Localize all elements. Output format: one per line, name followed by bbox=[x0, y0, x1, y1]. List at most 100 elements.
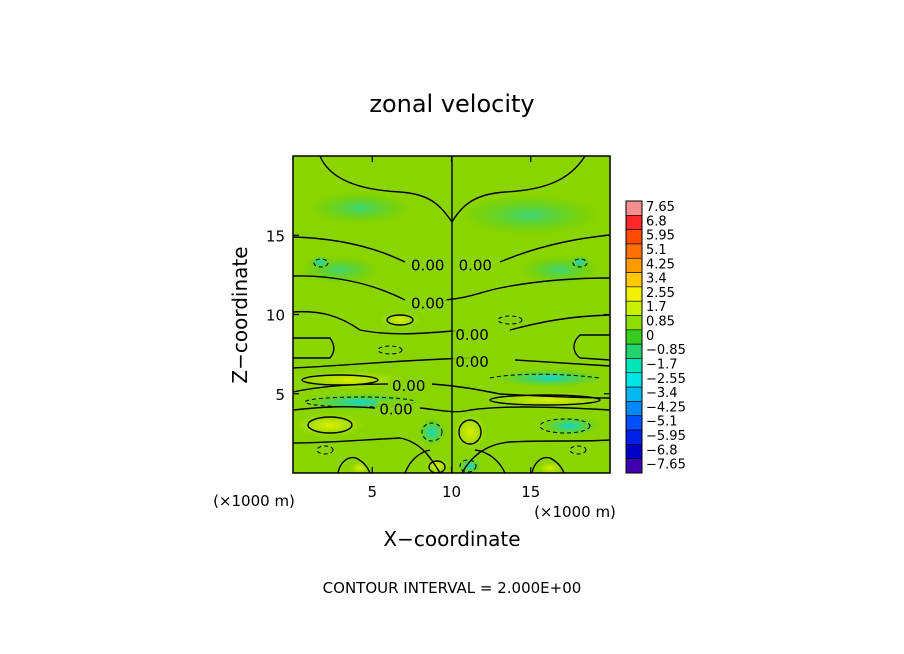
contour-level-label: 0.00 bbox=[455, 326, 488, 344]
colorbar-swatch bbox=[625, 286, 643, 302]
contour-line bbox=[404, 449, 506, 473]
contour-loop bbox=[428, 460, 446, 473]
contour-label-backdrop bbox=[456, 256, 495, 273]
x-unit-label-right: (×1000 m) bbox=[534, 503, 616, 521]
colorbar-swatch bbox=[625, 329, 643, 345]
colorbar-tick-label: −5.1 bbox=[646, 415, 678, 430]
y-tick-label: 10 bbox=[266, 307, 285, 325]
field-patch bbox=[460, 195, 600, 235]
field-patch bbox=[425, 458, 449, 473]
contour-loop bbox=[313, 258, 329, 268]
colorbar-swatch bbox=[625, 458, 643, 474]
colorbar-tick-label: −5.95 bbox=[646, 429, 686, 444]
contour-line bbox=[337, 456, 371, 473]
x-tick-label: 15 bbox=[521, 483, 540, 501]
contour-line bbox=[293, 383, 610, 399]
field-patch bbox=[310, 192, 410, 224]
contour-level-label: 0.00 bbox=[455, 353, 488, 371]
colorbar-tick-label: 5.1 bbox=[646, 243, 667, 258]
colorbar-swatch bbox=[625, 444, 643, 459]
contour-loop bbox=[421, 422, 443, 442]
colorbar-swatch bbox=[625, 343, 643, 359]
colorbar-swatch bbox=[625, 229, 643, 245]
y-tick-label: 5 bbox=[275, 386, 285, 404]
contour-line bbox=[293, 437, 441, 473]
y-tick-label: 15 bbox=[266, 227, 285, 245]
contour-line bbox=[293, 310, 610, 335]
contour-loop bbox=[301, 374, 379, 386]
contour-level-label: 0.00 bbox=[411, 294, 444, 312]
contour-loop bbox=[377, 345, 403, 355]
contour-line bbox=[489, 373, 601, 379]
colorbar-tick-label: −3.4 bbox=[646, 386, 678, 401]
field-patch bbox=[310, 256, 330, 268]
field-patch bbox=[570, 256, 590, 268]
colorbar-tick-label: −2.55 bbox=[646, 372, 686, 387]
contour-level-label: 0.00 bbox=[379, 401, 412, 419]
field-patch bbox=[495, 369, 605, 387]
x-tick-label: 10 bbox=[442, 483, 461, 501]
contour-level-label: 0.00 bbox=[459, 256, 492, 274]
colorbar-swatch bbox=[625, 429, 643, 445]
contour-line bbox=[293, 337, 335, 359]
contour-loop bbox=[386, 314, 414, 326]
colorbar-swatch bbox=[625, 200, 643, 216]
contour-label-backdrop bbox=[453, 353, 492, 370]
colorbar-tick-label: −7.65 bbox=[646, 458, 686, 473]
colorbar-swatch bbox=[625, 257, 643, 273]
colorbar-tick-label: −4.25 bbox=[646, 400, 686, 415]
contour-line bbox=[573, 334, 610, 361]
contour-line bbox=[293, 357, 610, 369]
contour-labels: 0.00 0.00 0.00 0.00 0.00 0.00 0.00 bbox=[377, 256, 495, 419]
field-patch bbox=[380, 312, 420, 328]
colorbar-swatch bbox=[625, 401, 643, 417]
colorbar-swatch bbox=[625, 243, 643, 259]
colorbar-tick-label: −1.7 bbox=[646, 357, 678, 372]
colorbar-swatch bbox=[625, 358, 643, 374]
x-axis-label: X−coordinate bbox=[383, 527, 520, 551]
contour-lines bbox=[293, 156, 610, 473]
contour-level-label: 0.00 bbox=[392, 377, 425, 395]
colorbar-tick-label: 5.95 bbox=[646, 229, 675, 244]
contour-loop bbox=[569, 445, 587, 455]
chart-title: zonal velocity bbox=[369, 90, 534, 118]
axis-ticks: 5 10 15 5 10 15 bbox=[266, 156, 610, 501]
colorbar-tick-label: 4.25 bbox=[646, 257, 675, 272]
colorbar-swatch bbox=[625, 386, 643, 402]
contour-label-backdrop bbox=[408, 294, 447, 311]
colorbar-swatch bbox=[625, 300, 643, 316]
colorbar-swatch bbox=[625, 272, 643, 288]
contour-line bbox=[461, 439, 610, 473]
colorbar-swatch bbox=[625, 215, 643, 230]
colorbar-tick-label: −0.85 bbox=[646, 343, 686, 358]
colorbar-tick-label: 0 bbox=[646, 329, 654, 344]
y-axis-label: Z−coordinate bbox=[228, 246, 252, 383]
contour-loop bbox=[572, 258, 588, 268]
field-patch bbox=[540, 416, 600, 436]
contour-label-backdrop bbox=[453, 326, 492, 343]
colorbar: 7.656.85.955.14.253.42.551.70.850−0.85−1… bbox=[625, 200, 686, 474]
contour-interval-note: CONTOUR INTERVAL = 2.000E+00 bbox=[323, 579, 582, 597]
contour-loop bbox=[497, 315, 523, 325]
contour-loop bbox=[489, 394, 601, 406]
colorbar-frame bbox=[625, 200, 643, 474]
contour-loop bbox=[459, 459, 477, 473]
colorbar-swatch bbox=[625, 372, 643, 388]
x-unit-label-left: (×1000 m) bbox=[213, 492, 295, 510]
colorbar-swatch bbox=[625, 415, 643, 431]
contour-label-backdrop bbox=[408, 256, 447, 273]
contour-line bbox=[293, 234, 610, 263]
colorbar-tick-label: 6.8 bbox=[646, 214, 667, 229]
field-patch bbox=[538, 462, 562, 473]
contour-loop bbox=[316, 445, 334, 455]
contour-label-backdrop bbox=[377, 400, 416, 417]
field-patch bbox=[295, 371, 405, 389]
contour-loop bbox=[539, 418, 591, 434]
colorbar-tick-label: 2.55 bbox=[646, 286, 675, 301]
field-patch bbox=[295, 413, 365, 437]
contour-level-label: 0.00 bbox=[411, 256, 444, 274]
contour-loop bbox=[307, 416, 353, 434]
plot-area: 0.00 0.00 0.00 0.00 0.00 0.00 0.00 5 10 15 5 10 15 bbox=[266, 155, 611, 501]
colorbar-swatch bbox=[625, 315, 643, 331]
